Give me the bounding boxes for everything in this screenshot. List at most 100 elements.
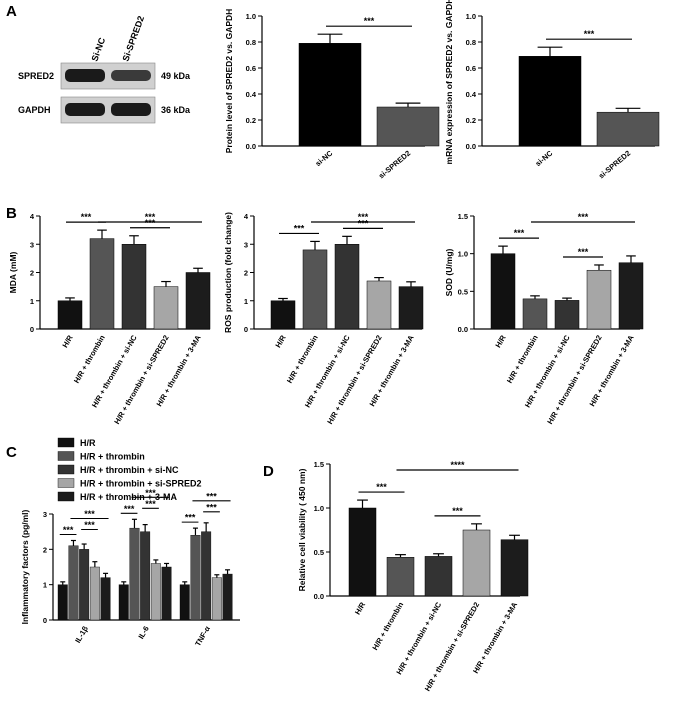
category-label: si-SPRED2 — [377, 149, 412, 181]
panel-label-d: D — [263, 463, 274, 480]
category-label: H/R + thrombin + si-SPRED2 — [112, 334, 170, 426]
y-tick-label: 2 — [30, 269, 34, 278]
legend-swatch — [57, 451, 75, 461]
legend-swatch — [57, 478, 75, 488]
bar — [302, 249, 328, 330]
bar — [222, 573, 233, 621]
bar — [89, 238, 115, 330]
panel-label-b: B — [6, 205, 17, 222]
y-tick-label: 0.0 — [246, 142, 256, 151]
bar — [57, 584, 68, 621]
blot-band — [111, 70, 151, 81]
y-tick-label: 0.2 — [246, 116, 256, 125]
bar — [153, 286, 179, 330]
bar — [348, 507, 377, 597]
y-tick-label: 1.0 — [246, 12, 256, 21]
category-label: TNF-α — [193, 624, 212, 648]
bar — [424, 556, 453, 597]
bar — [89, 566, 100, 621]
legend-swatch — [57, 491, 75, 502]
y-tick-label: 1 — [30, 297, 34, 306]
category-label: H/R + thrombin + 3-MA — [471, 600, 520, 675]
y-tick-label: 3 — [30, 240, 34, 249]
bar — [201, 531, 212, 621]
significance-label: *** — [364, 16, 375, 26]
y-tick-label: 2 — [244, 269, 248, 278]
category-label: si-NC — [533, 148, 554, 168]
bar — [68, 545, 79, 621]
significance-label: **** — [450, 460, 465, 470]
bar — [462, 529, 491, 597]
blot-protein-label: GAPDH — [18, 105, 51, 115]
bar — [100, 577, 111, 621]
y-axis-title: mRNA expression of SPRED2 vs. GAPDH — [444, 0, 454, 164]
y-axis-title: MDA (mM) — [8, 251, 18, 293]
legend-label: H/R + thrombin + si-NC — [80, 465, 179, 475]
y-tick-label: 4 — [244, 212, 249, 221]
y-tick-label: 0.5 — [314, 548, 324, 557]
category-label: H/R — [353, 600, 368, 616]
y-tick-label: 3 — [43, 510, 47, 519]
y-axis-title: Protein level of SPRED2 vs. GAPDH — [224, 9, 234, 154]
category-label: si-SPRED2 — [597, 149, 632, 181]
significance-label: *** — [358, 218, 369, 228]
bar — [334, 244, 360, 330]
category-label: H/R + thrombin + si-SPRED2 — [545, 334, 603, 426]
bar — [366, 280, 392, 330]
bar — [398, 286, 424, 330]
blot-band — [65, 103, 105, 116]
bar — [129, 527, 140, 621]
y-tick-label: 0.8 — [246, 38, 256, 47]
bar — [270, 300, 296, 330]
legend-label: H/R + thrombin + 3-MA — [80, 492, 178, 502]
category-label: IL-6 — [136, 625, 150, 641]
y-tick-label: 0.8 — [466, 38, 476, 47]
bar — [190, 535, 201, 621]
significance-label: *** — [63, 525, 74, 535]
bar — [161, 566, 172, 621]
category-label: si-NC — [313, 148, 334, 168]
y-tick-label: 4 — [30, 212, 35, 221]
category-label: H/R + thrombin — [505, 333, 540, 385]
category-label: H/R + thrombin — [285, 333, 320, 385]
significance-label: *** — [584, 29, 595, 39]
bar — [179, 584, 190, 621]
panel-label-c: C — [6, 444, 17, 461]
bar — [596, 111, 660, 147]
y-tick-label: 0.6 — [466, 64, 476, 73]
bar — [121, 244, 147, 330]
y-tick-label: 1.5 — [314, 460, 324, 469]
significance-label: *** — [124, 504, 135, 514]
significance-label: *** — [376, 482, 387, 492]
category-label: H/R + thrombin + si-SPRED2 — [325, 334, 383, 426]
bar — [211, 577, 222, 621]
legend-label: H/R + thrombin + si-SPRED2 — [80, 479, 202, 489]
y-tick-label: 3 — [244, 240, 248, 249]
y-tick-label: 1 — [244, 297, 248, 306]
bar — [150, 563, 161, 621]
bar — [79, 549, 90, 621]
blot-lane-label: Si-SPRED2 — [120, 15, 146, 63]
y-tick-label: 2 — [43, 545, 47, 554]
bar — [554, 300, 580, 330]
panel-label-a: A — [6, 3, 17, 20]
y-tick-label: 0.4 — [246, 90, 257, 99]
western-blot: Si-NC Si-SPRED2 SPRED2 GAPDH 49 kDa 36 k… — [18, 15, 191, 124]
bar — [140, 531, 151, 621]
bar — [376, 106, 440, 147]
legend-label: H/R + thrombin — [80, 452, 145, 462]
y-tick-label: 1.0 — [314, 504, 324, 513]
significance-label: *** — [358, 212, 369, 222]
significance-label: *** — [145, 212, 156, 222]
bar — [185, 272, 211, 330]
y-tick-label: 0 — [43, 616, 47, 625]
significance-label: *** — [294, 223, 305, 233]
significance-label: *** — [206, 491, 217, 501]
blot-band — [111, 103, 151, 116]
bar — [518, 56, 582, 147]
bar — [490, 253, 516, 330]
significance-label: *** — [145, 218, 156, 228]
significance-label: *** — [452, 506, 463, 516]
category-label: H/R — [60, 333, 75, 349]
